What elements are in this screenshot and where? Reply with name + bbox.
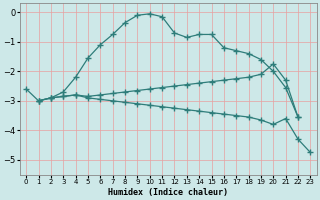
X-axis label: Humidex (Indice chaleur): Humidex (Indice chaleur) [108, 188, 228, 197]
